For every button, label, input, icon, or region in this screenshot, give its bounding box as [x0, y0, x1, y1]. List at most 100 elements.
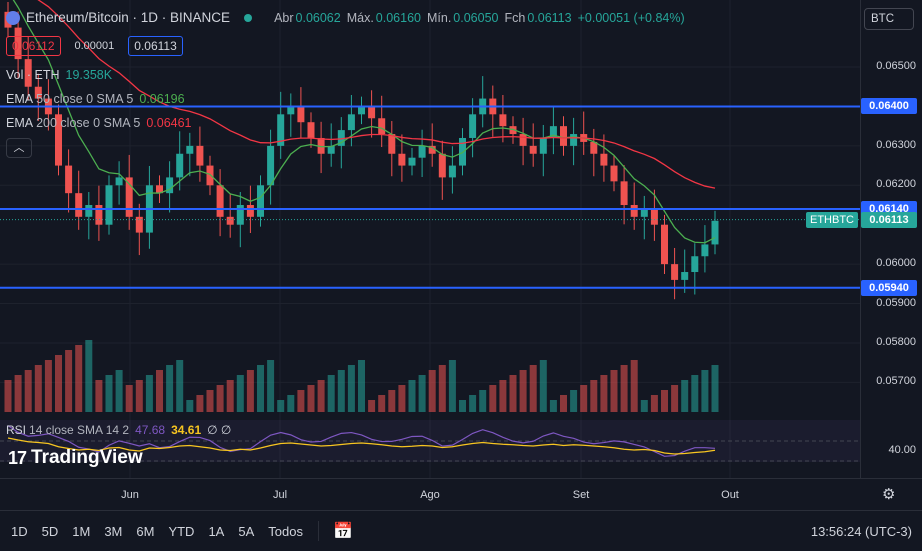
volume-bar-0 [4, 380, 12, 412]
volume-bar-32 [327, 375, 335, 412]
volume-bar-45 [459, 400, 466, 412]
volume-bar-33 [337, 370, 345, 412]
tradingview-logo: 17 TradingView [8, 447, 143, 469]
candle-56 [570, 134, 578, 146]
volume-bar-14 [145, 375, 153, 412]
ema50-legend[interactable]: EMA 50 close 0 SMA 5 0.06196 [6, 92, 185, 106]
candle-42 [428, 145, 436, 154]
candle-44 [448, 165, 456, 178]
time-scale[interactable]: Jun Jul Ago Set Out ⚙ [0, 478, 922, 510]
volume-bar-42 [428, 370, 436, 412]
volume-bar-51 [519, 370, 527, 412]
open-value: 0.06062 [295, 10, 341, 25]
volume-bar-3 [34, 365, 42, 412]
volume-bar-34 [347, 365, 355, 412]
volume-bar-10 [105, 375, 113, 412]
time-label-jul: Jul [272, 489, 288, 501]
rsi-line [7, 425, 716, 457]
high-label: Máx. [346, 10, 374, 25]
candle-2 [24, 59, 32, 87]
clock[interactable]: 13:56:24 (UTC-3) [810, 523, 912, 539]
candle-40 [408, 157, 416, 166]
tf-ytd-button[interactable]: YTD [168, 523, 195, 539]
ema50-params: 50 close 0 SMA 5 [36, 92, 134, 106]
candle-66 [671, 264, 679, 280]
candle-24 [246, 205, 254, 217]
volume-bar-19 [196, 395, 204, 412]
volume-bar-37 [378, 395, 386, 412]
tf-3m-button[interactable]: 3M [104, 523, 123, 539]
volume-legend[interactable]: Vol · ETH 19.358K [6, 68, 112, 82]
candle-23 [236, 205, 244, 225]
price-tick-6: 0.05700 [876, 375, 916, 388]
ema200-legend[interactable]: EMA 200 close 0 SMA 5 0.06461 [6, 116, 192, 130]
tf-1a-button[interactable]: 1A [208, 523, 225, 539]
candle-30 [307, 122, 315, 138]
volume-bar-13 [135, 380, 143, 412]
volume-bar-65 [661, 390, 668, 412]
ask-button[interactable]: 0.06113 [128, 36, 183, 56]
high-value: 0.06160 [375, 10, 421, 25]
candle-59 [600, 153, 608, 166]
low-label: Mín. [426, 10, 452, 25]
rsi-legend[interactable]: RSI 14 close SMA 14 2 47.68 34.61 ∅ ∅ [6, 423, 231, 437]
candle-21 [216, 185, 224, 217]
bid-button[interactable]: 0.06112 [6, 36, 61, 56]
volume-bar-6 [65, 350, 73, 412]
tf-5a-button[interactable]: 5A [238, 523, 255, 539]
candle-7 [75, 193, 83, 217]
volume-bar-11 [115, 370, 123, 412]
market-status-icon [244, 13, 253, 22]
symbol-title[interactable]: Ethereum/Bitcoin · 1D · BINANCE [26, 10, 231, 25]
tf-all-button[interactable]: Todos [268, 523, 303, 539]
collapse-legend-button[interactable]: ︿ [6, 138, 32, 158]
candle-3 [34, 86, 42, 99]
timeframe-buttons: 1D 5D 1M 3M 6M YTD 1A 5A Todos 📅 [0, 521, 359, 541]
calendar-range-icon[interactable]: 📅 [332, 523, 353, 540]
volume-bar-31 [317, 380, 325, 412]
main-chart-svg[interactable] [0, 0, 860, 478]
volume-bar-66 [671, 385, 679, 412]
settings-gear-icon[interactable]: ⚙ [882, 486, 896, 503]
candle-26 [267, 145, 275, 186]
volume-bar-63 [640, 400, 648, 412]
chart-area[interactable]: Ethereum/Bitcoin · 1D · BINANCE Abr 0.06… [0, 0, 860, 478]
candle-16 [166, 177, 174, 194]
symbol-icon [6, 10, 20, 25]
volume-bar-69 [701, 370, 709, 412]
candle-15 [156, 185, 163, 194]
candle-33 [337, 130, 345, 146]
tf-1d-button[interactable]: 1D [11, 523, 28, 539]
candle-64 [650, 208, 658, 225]
bottom-toolbar: 1D 5D 1M 3M 6M YTD 1A 5A Todos 📅 13:56:2… [0, 510, 922, 551]
tf-5d-button[interactable]: 5D [41, 523, 59, 539]
candle-27 [277, 114, 285, 146]
rsi-extra: ∅ ∅ [207, 423, 232, 437]
candle-51 [519, 134, 527, 146]
spread-value: 0.00001 [74, 40, 115, 52]
candle-70 [711, 220, 719, 245]
ema200-params: 200 close 0 SMA 5 [36, 116, 141, 130]
tf-6m-button[interactable]: 6M [136, 523, 155, 539]
ema50-line [12, 0, 716, 244]
candle-58 [590, 141, 598, 154]
volume-bar-2 [24, 370, 32, 412]
volume-bar-38 [388, 390, 396, 412]
rsi-params: 14 close SMA 14 2 [29, 423, 130, 437]
currency-button[interactable]: BTC [864, 8, 914, 30]
volume-bar-18 [186, 400, 194, 412]
volume-bar-29 [297, 390, 305, 412]
candle-54 [549, 126, 557, 138]
volume-bar-20 [206, 390, 214, 412]
tf-1m-button[interactable]: 1M [72, 523, 91, 539]
candle-18 [186, 145, 194, 154]
ema200-value: 0.06461 [146, 116, 192, 130]
price-scale[interactable]: BTC 0.06500 0.06300 0.06200 0.06000 0.05900 0… [860, 0, 922, 478]
price-tick-4: 0.05900 [876, 296, 916, 309]
candle-53 [539, 137, 547, 154]
candle-29 [297, 106, 305, 123]
volume-bar-67 [681, 380, 689, 412]
ema50-label: EMA [6, 92, 34, 106]
volume-bar-23 [236, 375, 244, 412]
volume-bar-15 [156, 370, 163, 412]
